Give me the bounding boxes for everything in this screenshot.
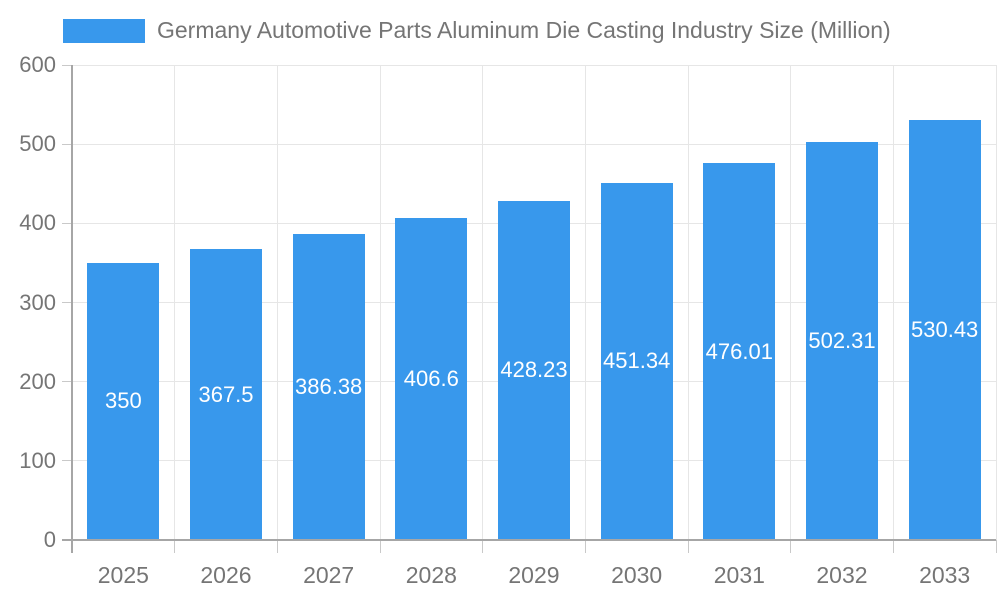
x-axis-label-2025: 2025 xyxy=(97,562,149,588)
x-axis-tick xyxy=(892,540,894,553)
gridline-vertical xyxy=(995,65,997,540)
y-axis-label: 600 xyxy=(19,52,56,77)
x-axis-label-2033: 2033 xyxy=(919,562,971,588)
bar-2025[interactable] xyxy=(87,262,160,540)
gridline-vertical xyxy=(584,65,586,540)
gridline-vertical xyxy=(687,65,689,540)
y-axis-label: 200 xyxy=(19,368,56,394)
x-axis-tick xyxy=(687,540,689,553)
gridline-horizontal xyxy=(72,64,996,66)
x-axis-tick xyxy=(276,540,278,553)
y-axis-tick xyxy=(62,381,72,383)
y-axis-label: 400 xyxy=(19,210,56,236)
x-axis-tick xyxy=(379,540,381,553)
x-axis-label-2028: 2028 xyxy=(405,562,457,588)
x-axis-label-2029: 2029 xyxy=(508,562,560,588)
legend[interactable]: Germany Automotive Parts Aluminum Die Ca… xyxy=(63,17,891,44)
y-axis-label: 0 xyxy=(43,527,56,552)
x-axis-tick xyxy=(790,540,792,553)
gridline-horizontal xyxy=(72,143,996,145)
gridline-vertical xyxy=(379,65,381,540)
gridline-vertical xyxy=(892,65,894,540)
bar-2027[interactable] xyxy=(292,234,365,540)
y-axis-tick xyxy=(62,460,72,462)
gridline-vertical xyxy=(174,65,176,540)
bar-2028[interactable] xyxy=(395,218,468,540)
x-axis-label-2031: 2031 xyxy=(713,562,765,588)
bar-2032[interactable] xyxy=(806,142,878,540)
y-axis-tick xyxy=(62,64,72,66)
legend-swatch-icon xyxy=(63,18,145,43)
legend-label: Germany Automotive Parts Aluminum Die Ca… xyxy=(157,17,891,43)
gridline-vertical xyxy=(790,65,792,540)
y-axis-line xyxy=(71,65,73,553)
bar-2033[interactable] xyxy=(908,120,981,540)
y-axis-tick xyxy=(62,302,72,303)
x-axis-label-2026: 2026 xyxy=(200,562,252,588)
gridline-vertical xyxy=(276,65,278,540)
y-axis-label: 500 xyxy=(19,131,56,157)
x-axis-tick xyxy=(584,540,586,553)
y-axis-tick xyxy=(62,143,72,145)
x-axis-label-2027: 2027 xyxy=(303,562,355,588)
x-axis-line xyxy=(62,539,996,541)
x-axis-tick xyxy=(174,540,176,553)
bar-2026[interactable] xyxy=(190,249,262,540)
y-axis-tick xyxy=(62,222,72,224)
gridline-vertical xyxy=(482,65,484,540)
bar-2030[interactable] xyxy=(600,182,673,540)
y-axis-label: 300 xyxy=(19,289,56,315)
x-axis-label-2030: 2030 xyxy=(611,562,663,588)
bar-2029[interactable] xyxy=(498,200,570,540)
bar-2031[interactable] xyxy=(703,163,776,540)
x-axis-label-2032: 2032 xyxy=(816,562,868,588)
y-axis-label: 100 xyxy=(19,447,56,473)
x-axis-tick xyxy=(995,540,997,553)
x-axis-tick xyxy=(482,540,484,553)
